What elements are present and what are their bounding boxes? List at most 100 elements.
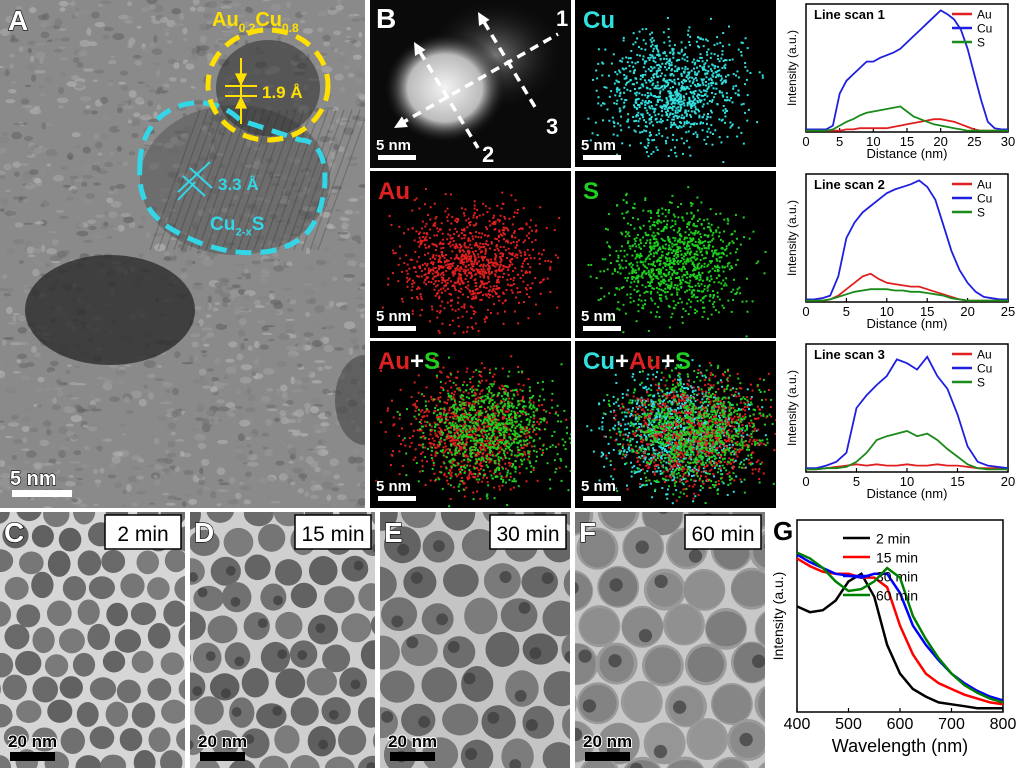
map-dot bbox=[491, 263, 494, 266]
map-dot bbox=[480, 268, 483, 271]
map-dot bbox=[641, 76, 644, 79]
texture bbox=[122, 161, 129, 167]
map-dot bbox=[721, 45, 724, 48]
texture bbox=[66, 81, 77, 87]
texture bbox=[291, 411, 299, 416]
map-dot bbox=[451, 308, 454, 311]
texture bbox=[346, 26, 351, 31]
map-dot bbox=[657, 63, 660, 66]
map-dot bbox=[439, 304, 442, 307]
texture bbox=[141, 214, 147, 223]
map-dot bbox=[507, 229, 510, 232]
texture bbox=[202, 12, 214, 19]
map-dot bbox=[474, 284, 477, 287]
map-dot bbox=[721, 266, 724, 269]
texture bbox=[25, 152, 33, 157]
map-dot bbox=[478, 248, 481, 251]
map-dot bbox=[528, 295, 531, 298]
texture bbox=[9, 476, 17, 480]
map-dot bbox=[657, 233, 660, 236]
map-dot bbox=[715, 266, 718, 269]
texture bbox=[360, 313, 365, 319]
map-dot bbox=[423, 281, 426, 284]
map-dot bbox=[704, 62, 707, 65]
map-dot bbox=[611, 315, 614, 318]
map-dot bbox=[625, 75, 628, 78]
texture bbox=[248, 453, 258, 461]
map-dot bbox=[459, 448, 462, 451]
map-dot bbox=[437, 476, 440, 479]
map-dot bbox=[711, 255, 714, 258]
map-dot bbox=[673, 105, 676, 108]
map-dot bbox=[640, 83, 643, 86]
map-dot bbox=[683, 123, 686, 126]
texture bbox=[336, 494, 347, 501]
map-dot bbox=[407, 279, 410, 282]
map-dot bbox=[597, 62, 600, 65]
map-dot bbox=[640, 255, 643, 258]
map-dot bbox=[436, 227, 439, 230]
map-dot bbox=[677, 51, 680, 54]
map-dot bbox=[651, 268, 654, 271]
map-dot bbox=[744, 83, 747, 86]
map-dot bbox=[624, 266, 627, 269]
map-dot bbox=[423, 253, 426, 256]
map-dot bbox=[498, 281, 501, 284]
texture bbox=[93, 182, 101, 186]
map-dot bbox=[420, 297, 423, 300]
map-dot bbox=[672, 48, 675, 51]
texture bbox=[334, 73, 344, 81]
map-dot bbox=[487, 234, 490, 237]
map-dot bbox=[696, 196, 699, 199]
map-dot bbox=[447, 233, 450, 236]
texture bbox=[195, 473, 207, 477]
map-dot bbox=[690, 69, 693, 72]
map-dot bbox=[686, 242, 689, 245]
map-dot bbox=[471, 327, 474, 330]
texture bbox=[225, 358, 235, 363]
map-dot bbox=[702, 45, 705, 48]
map-dot bbox=[665, 111, 668, 114]
map-dot bbox=[457, 218, 460, 221]
map-dot bbox=[659, 259, 662, 262]
map-dot bbox=[657, 208, 660, 211]
map-dot bbox=[477, 450, 480, 453]
lattice-fringe bbox=[221, 109, 273, 251]
map-dot bbox=[494, 437, 497, 440]
map-dot bbox=[523, 253, 526, 256]
map-dot bbox=[645, 233, 648, 236]
map-dot bbox=[677, 127, 680, 130]
map-dot bbox=[476, 288, 479, 291]
map-dot bbox=[718, 298, 721, 301]
map-dot bbox=[673, 121, 676, 124]
map-dot bbox=[674, 65, 677, 68]
map-dot bbox=[620, 60, 623, 63]
map-dot bbox=[510, 355, 513, 358]
map-dot bbox=[506, 227, 509, 230]
texture bbox=[321, 450, 329, 455]
map-dot bbox=[718, 274, 721, 277]
map-dot bbox=[676, 253, 679, 256]
map-dot bbox=[387, 277, 390, 280]
map-dot bbox=[444, 416, 447, 419]
texture bbox=[326, 494, 332, 501]
texture bbox=[194, 417, 205, 421]
map-dot bbox=[692, 58, 695, 61]
map-dot bbox=[689, 253, 692, 256]
map-dot bbox=[658, 92, 661, 95]
texture bbox=[331, 151, 336, 160]
texture bbox=[119, 70, 129, 76]
map-dot bbox=[702, 241, 705, 244]
map-dot bbox=[501, 416, 504, 419]
texture bbox=[351, 18, 361, 22]
texture bbox=[300, 11, 308, 15]
texture bbox=[311, 397, 322, 406]
texture bbox=[315, 259, 327, 266]
map-dot bbox=[502, 272, 505, 275]
texture bbox=[66, 152, 74, 161]
map-dot bbox=[502, 267, 505, 270]
texture bbox=[97, 4, 104, 7]
map-dot bbox=[511, 253, 514, 256]
map-dot bbox=[672, 101, 675, 104]
map-dot bbox=[468, 255, 471, 258]
